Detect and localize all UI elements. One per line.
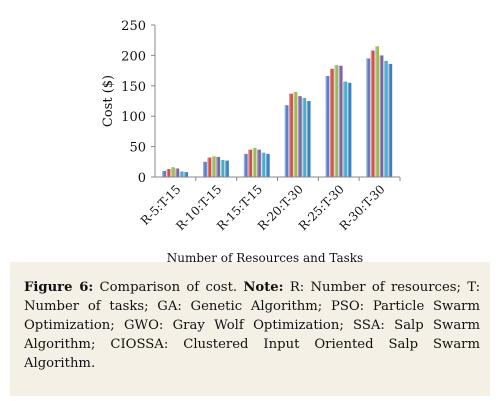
bar-4-series-5: [347, 82, 352, 177]
bar-1-series-4: [220, 159, 225, 177]
bar-3-series-5: [306, 101, 311, 177]
bar-highlight: [334, 65, 336, 177]
figure-caption: Figure 6: Comparison of cost. Note: R: N…: [24, 278, 480, 373]
bar-5-series-5: [388, 63, 393, 177]
bar-2-series-3: [257, 149, 261, 177]
bar-4-series-3: [338, 65, 343, 177]
bar-highlight: [179, 171, 182, 177]
bar-3-series-4: [302, 97, 307, 177]
figure-label: Figure 6:: [24, 280, 94, 295]
bar-highlight: [203, 161, 205, 177]
bar-highlight: [166, 169, 168, 177]
bar-0-series-2: [171, 167, 175, 177]
bar-0-series-0: [162, 170, 167, 177]
bar-5-series-1: [370, 50, 375, 177]
bar-5-series-4: [383, 60, 388, 178]
bar-2-series-1: [248, 149, 253, 177]
bar-highlight: [383, 60, 386, 178]
bar-1-series-5: [225, 160, 229, 177]
bar-5-series-2: [375, 46, 379, 177]
bar-highlight: [243, 153, 246, 177]
bar-chart: 0 50 100 150 200 250 R-5:T-15R-10:T-15R-15:T-…: [101, 19, 401, 265]
bar-highlight: [211, 156, 214, 177]
figure-caption-box: Figure 6: Comparison of cost. Note: R: N…: [10, 262, 490, 396]
bar-4-series-4: [343, 81, 347, 177]
bar-highlight: [297, 96, 300, 177]
bar-highlight: [293, 91, 295, 177]
bar-highlight: [184, 172, 186, 177]
y-tick-label: 250: [121, 19, 146, 34]
bar-highlight: [162, 170, 164, 177]
bar-highlight: [289, 93, 291, 177]
y-ticks-group: 0 50 100 150 200 250: [121, 19, 155, 186]
bar-highlight: [252, 147, 254, 177]
bar-highlight: [375, 46, 377, 177]
y-tick-label: 150: [121, 80, 146, 95]
x-axis-title: Number of Resources and Tasks: [167, 251, 363, 265]
bar-highlight: [175, 168, 177, 177]
bar-3-series-0: [284, 105, 289, 177]
bar-4-series-1: [329, 68, 334, 177]
bar-0-series-1: [166, 169, 171, 177]
bar-highlight: [388, 63, 390, 177]
bar-5-series-0: [366, 58, 371, 177]
bar-highlight: [216, 156, 218, 177]
bar-highlight: [265, 153, 268, 177]
bar-highlight: [225, 160, 227, 177]
bars-group: [162, 46, 393, 178]
bar-2-series-5: [265, 153, 270, 177]
bar-highlight: [248, 149, 250, 177]
x-ticks-group: R-5:T-15R-10:T-15R-15:T-15R-20:T-30R-25:…: [138, 177, 401, 233]
y-tick-label: 100: [121, 110, 146, 125]
bar-3-series-3: [297, 96, 302, 177]
bar-2-series-4: [261, 152, 266, 177]
bar-highlight: [325, 76, 327, 177]
bar-highlight: [220, 159, 222, 177]
y-tick-label: 200: [121, 49, 146, 64]
y-tick-label: 0: [138, 171, 146, 186]
bar-1-series-2: [211, 156, 216, 177]
bar-0-series-3: [175, 168, 180, 177]
bar-highlight: [257, 149, 259, 177]
bar-highlight: [370, 50, 373, 177]
note-label: Note:: [243, 280, 284, 295]
y-axis-title: Cost ($): [101, 75, 116, 127]
bar-0-series-4: [179, 171, 184, 177]
y-tick-label: 50: [129, 141, 146, 156]
bar-2-series-0: [243, 153, 248, 177]
bar-1-series-1: [207, 157, 212, 177]
caption-text-2: R: Number of resources; T: Number of tas…: [24, 280, 481, 371]
bar-3-series-1: [289, 93, 293, 177]
bar-3-series-2: [293, 91, 298, 177]
bar-highlight: [366, 58, 368, 177]
bar-highlight: [284, 105, 287, 177]
bar-highlight: [261, 152, 263, 177]
bar-5-series-3: [379, 55, 384, 177]
bar-highlight: [306, 101, 309, 177]
bar-0-series-5: [184, 172, 189, 177]
bar-2-series-2: [252, 147, 257, 177]
bar-highlight: [379, 55, 381, 177]
bar-highlight: [343, 81, 345, 177]
bar-highlight: [329, 68, 332, 177]
bar-highlight: [171, 167, 173, 177]
bar-4-series-2: [334, 65, 339, 177]
bar-4-series-0: [325, 76, 330, 177]
bar-highlight: [347, 82, 349, 177]
bar-1-series-3: [216, 156, 221, 177]
caption-text-1: Comparison of cost.: [93, 280, 244, 295]
bar-highlight: [338, 65, 341, 177]
bar-highlight: [302, 97, 304, 177]
bar-1-series-0: [203, 161, 207, 177]
bar-highlight: [207, 157, 209, 177]
